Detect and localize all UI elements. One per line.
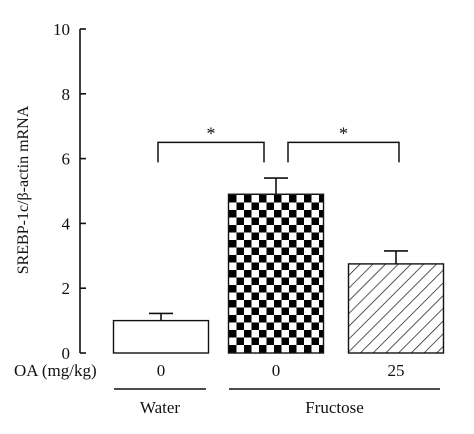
bar-fructose-0 <box>227 193 325 354</box>
bars-layer <box>112 177 445 354</box>
y-tick-label: 0 <box>62 344 71 363</box>
group-label-water: Water <box>140 398 180 417</box>
bar-fructose-25 <box>347 263 445 354</box>
y-axis-label: SREBP-1c/β-actin mRNA <box>15 105 32 274</box>
x-row-label: OA (mg/kg) <box>14 361 97 380</box>
y-tick-label: 6 <box>62 150 71 169</box>
significance-bracket <box>287 141 400 163</box>
y-tick-label: 10 <box>53 20 70 39</box>
significance-bracket <box>157 141 265 163</box>
y-tick-label: 2 <box>62 279 71 298</box>
group-label-fructose: Fructose <box>305 398 364 417</box>
y-tick-label: 8 <box>62 85 71 104</box>
bar-water <box>112 319 210 354</box>
significance-marker: * <box>207 123 216 143</box>
y-tick-label: 4 <box>62 214 71 233</box>
x-labels-layer: OA (mg/kg) 0 0 25 Water Fructose <box>14 361 440 417</box>
oa-dose-label: 0 <box>272 361 281 380</box>
significance-layer: * * <box>157 123 400 163</box>
oa-dose-label: 0 <box>157 361 166 380</box>
oa-dose-label: 25 <box>388 361 405 380</box>
y-axis: 0 2 4 6 8 10 <box>53 20 86 363</box>
significance-marker: * <box>339 123 348 143</box>
